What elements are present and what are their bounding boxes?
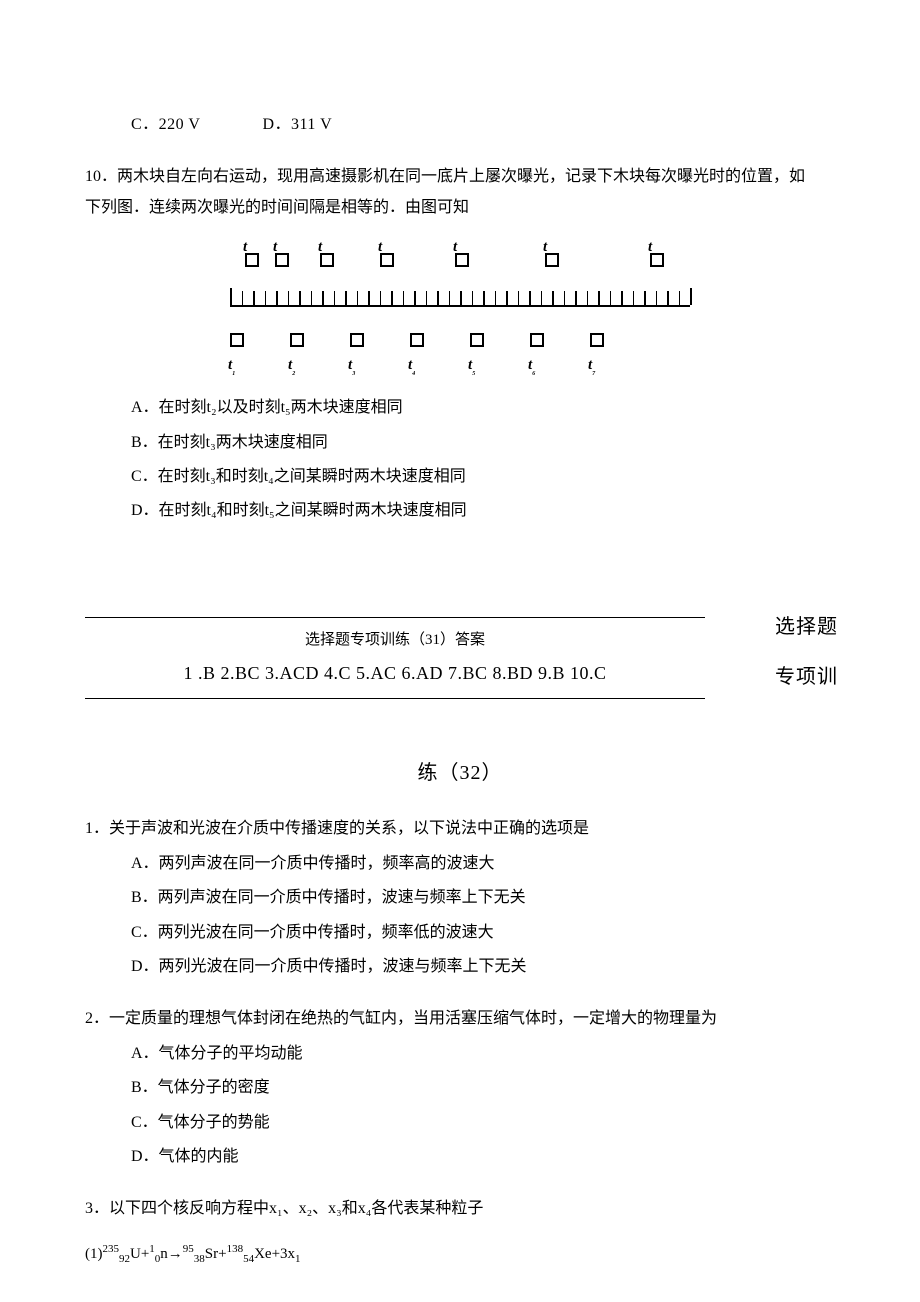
bottom-label-2: t₂ <box>288 351 296 380</box>
bottom-block-6 <box>530 333 544 347</box>
ruler <box>230 288 690 313</box>
side-label-2: 专项训 <box>775 658 838 696</box>
top-block-3 <box>320 253 334 267</box>
bottom-block-2 <box>290 333 304 347</box>
q1-option-b: B．两列声波在同一介质中传播时，波速与频率上下无关 <box>85 883 835 913</box>
q10-stem-line1: 10．两木块自左向右运动，现用高速摄影机在同一底片上屡次曝光，记录下木块每次曝光… <box>85 162 835 192</box>
q2-stem: 2．一定质量的理想气体封闭在绝热的气缸内，当用活塞压缩气体时，一定增大的物理量为 <box>85 1004 835 1034</box>
motion-diagram: t₁t₂t₃t₄t₅t₆t₇t₁t₂t₃t₄t₅t₆t₇ <box>85 233 835 383</box>
q2-option-b: B．气体分子的密度 <box>85 1073 835 1103</box>
page: C．220 V D．311 V 10．两木块自左向右运动，现用高速摄影机在同一底片… <box>0 0 920 1302</box>
q2-option-a: A．气体分子的平均动能 <box>85 1039 835 1069</box>
bottom-block-5 <box>470 333 484 347</box>
bottom-label-1: t₁ <box>228 351 236 380</box>
top-block-5 <box>455 253 469 267</box>
q1-option-d: D．两列光波在同一介质中传播时，波速与频率上下无关 <box>85 952 835 982</box>
q10-option-a: A．在时刻t₂以及时刻t₅两木块速度相同 <box>85 393 835 423</box>
q2-option-d: D．气体的内能 <box>85 1142 835 1172</box>
top-block-1 <box>245 253 259 267</box>
top-block-6 <box>545 253 559 267</box>
bottom-block-3 <box>350 333 364 347</box>
top-block-2 <box>275 253 289 267</box>
q10-option-d: D．在时刻t₄和时刻t₅之间某瞬时两木块速度相同 <box>85 496 835 526</box>
section-title-32: 练（32） <box>85 754 835 792</box>
bottom-label-3: t₃ <box>348 351 356 380</box>
bottom-block-4 <box>410 333 424 347</box>
answer-box-answers: 1 .B 2.BC 3.ACD 4.C 5.AC 6.AD 7.BC 8.BD … <box>89 656 701 690</box>
answer-box-title: 选择题专项训练（31）答案 <box>89 626 701 655</box>
q10-option-b: B．在时刻t₃两木块速度相同 <box>85 428 835 458</box>
q1-stem: 1．关于声波和光波在介质中传播速度的关系，以下说法中正确的选项是 <box>85 814 835 844</box>
top-block-4 <box>380 253 394 267</box>
q9-option-d: D．311 V <box>262 116 332 133</box>
q10-option-c: C．在时刻t₃和时刻t₄之间某瞬时两木块速度相同 <box>85 462 835 492</box>
bottom-label-4: t₄ <box>408 351 416 380</box>
q9-options-cd: C．220 V D．311 V <box>85 110 835 140</box>
q9-option-c: C．220 V <box>131 116 200 133</box>
q1-option-a: A．两列声波在同一介质中传播时，频率高的波速大 <box>85 849 835 879</box>
q3-stem: 3．以下四个核反响方程中x₁、x₂、x₃和x₄各代表某种粒子 <box>85 1194 835 1224</box>
q10-stem-line2: 下列图．连续两次曝光的时间间隔是相等的．由图可知 <box>85 193 835 223</box>
bottom-label-7: t₇ <box>588 351 596 380</box>
top-block-7 <box>650 253 664 267</box>
q1-option-c: C．两列光波在同一介质中传播时，频率低的波速大 <box>85 918 835 948</box>
bottom-block-7 <box>590 333 604 347</box>
q2-option-c: C．气体分子的势能 <box>85 1108 835 1138</box>
side-label-1: 选择题 <box>775 608 838 646</box>
answer-box: 选择题专项训练（31）答案 1 .B 2.BC 3.ACD 4.C 5.AC 6… <box>85 617 705 700</box>
bottom-label-5: t₅ <box>468 351 476 380</box>
bottom-label-6: t₆ <box>528 351 536 380</box>
equation-1: (1)23592U+10n→9538Sr+13854Xe+3x1 <box>85 1239 835 1270</box>
bottom-block-1 <box>230 333 244 347</box>
